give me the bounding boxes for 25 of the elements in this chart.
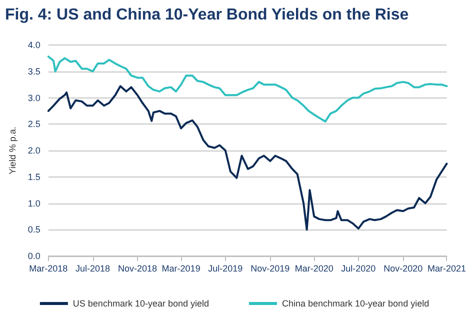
legend-label: China benchmark 10-year bond yield (282, 298, 430, 308)
y-tick-label: 0.0 (28, 251, 40, 261)
legend-label: US benchmark 10-year bond yield (72, 298, 209, 308)
y-tick-label: 3.0 (28, 92, 40, 103)
y-tick-label: 2.0 (28, 146, 40, 156)
x-tick-label: Jul-2019 (208, 264, 243, 274)
y-tick-label: 0.5 (28, 224, 40, 235)
line-series (47, 56, 448, 122)
y-tick-label: 4.0 (28, 40, 40, 50)
x-tick-label: Mar-2018 (29, 264, 68, 274)
x-tick-label: Nov-2019 (250, 264, 290, 274)
x-tick-label: Nov-2018 (118, 264, 157, 274)
x-tick-label: Mar-2021 (427, 264, 466, 274)
x-tick-label: Jul-2020 (341, 264, 376, 274)
x-tick-label: Mar-2020 (294, 264, 334, 274)
line-series (47, 85, 448, 231)
y-tick-label: 3.5 (28, 66, 40, 76)
y-tick-label: 2.5 (28, 119, 40, 130)
x-tick-label: Mar-2019 (162, 264, 200, 274)
x-tick-label: Nov-2020 (384, 264, 423, 274)
chart-title: Fig. 4: US and China 10-Year Bond Yields on the Rise (5, 6, 409, 24)
y-tick-label: 1.5 (28, 172, 40, 182)
y-axis-title: Yield % p.a. (8, 126, 18, 174)
y-tick-label: 1.0 (28, 198, 40, 208)
x-tick-label: Jul-2018 (75, 264, 110, 274)
